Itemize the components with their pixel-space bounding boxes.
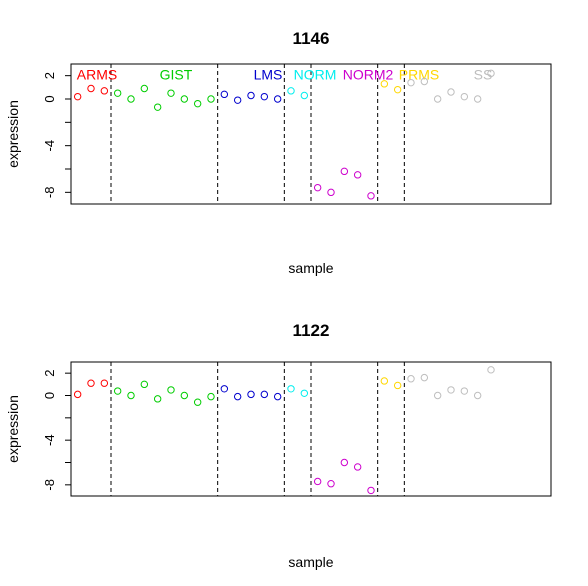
data-point <box>313 477 322 486</box>
data-point <box>407 375 415 383</box>
data-point <box>447 88 455 96</box>
data-point <box>260 92 269 101</box>
data-point <box>113 89 122 97</box>
data-point <box>100 379 109 387</box>
data-point <box>87 84 95 93</box>
y-tick-label: 0 <box>42 95 57 102</box>
y-tick-label: -8 <box>42 187 57 199</box>
data-point <box>420 373 429 382</box>
x-axis-label: sample <box>288 554 333 570</box>
data-point <box>300 91 309 100</box>
data-point <box>87 379 95 387</box>
data-point <box>353 171 362 179</box>
data-point <box>460 92 469 101</box>
group-label-norm2: NORM2 <box>343 67 394 83</box>
data-point <box>140 380 149 389</box>
data-point <box>193 398 202 406</box>
chart-1: 1146 2 0 -4 -8 sample expression ARMS GIST LMS NOR… <box>5 29 552 276</box>
data-point <box>353 463 362 471</box>
data-point <box>327 188 335 197</box>
data-point <box>180 95 189 103</box>
y-tick-label: -8 <box>42 479 57 491</box>
group-label-arms: ARMS <box>77 67 117 83</box>
chart-2: 1122 2 0 -4 -8 sample expression <box>5 321 552 570</box>
data-point <box>273 95 282 103</box>
data-point <box>167 386 175 394</box>
data-point <box>100 87 109 95</box>
data-point <box>233 392 242 401</box>
data-point <box>153 103 162 111</box>
data-point <box>287 87 295 95</box>
data-point <box>473 391 482 400</box>
data-point <box>340 167 349 176</box>
chart-title: 1122 <box>293 321 330 340</box>
y-tick-label: 2 <box>42 370 57 377</box>
data-point <box>247 390 255 399</box>
chart-title: 1146 <box>293 29 330 48</box>
data-point <box>313 183 322 192</box>
data-point <box>247 91 255 100</box>
group-label-prms: PRMS <box>399 67 439 83</box>
data-point <box>407 78 415 87</box>
data-point <box>73 92 82 101</box>
data-point <box>220 385 229 393</box>
data-point <box>287 385 295 393</box>
data-point <box>207 95 215 103</box>
group-label-ss: SS <box>474 67 493 83</box>
group-label-gist: GIST <box>160 67 193 83</box>
data-point <box>273 392 282 401</box>
data-point <box>233 96 242 104</box>
data-point <box>193 99 202 108</box>
group-label-norm: NORM <box>294 67 337 83</box>
data-point <box>167 89 175 97</box>
data-point <box>140 84 149 93</box>
data-point <box>487 69 495 78</box>
data-point <box>487 366 495 374</box>
data-point <box>113 387 122 395</box>
data-point <box>420 77 429 86</box>
y-axis-label: expression <box>5 100 21 168</box>
data-point <box>260 390 269 399</box>
data-point <box>460 387 469 395</box>
data-point <box>220 90 229 99</box>
y-tick-label: -4 <box>42 434 57 446</box>
data-point <box>447 386 455 394</box>
data-point <box>393 85 402 94</box>
group-label-lms: LMS <box>254 67 283 83</box>
data-point <box>73 390 82 399</box>
data-point <box>327 480 335 488</box>
data-point <box>153 395 162 403</box>
data-point <box>340 458 349 467</box>
data-point <box>367 192 375 200</box>
data-point <box>367 486 375 495</box>
y-axis-label: expression <box>5 395 21 463</box>
data-point <box>127 95 135 103</box>
data-point <box>127 391 135 400</box>
y-tick-label: -4 <box>42 140 57 152</box>
data-point <box>433 95 442 103</box>
y-tick-label: 0 <box>42 392 57 399</box>
data-point <box>300 389 309 397</box>
data-point <box>207 392 215 401</box>
data-point <box>393 381 402 390</box>
x-axis-label: sample <box>288 260 333 276</box>
data-point <box>180 391 189 400</box>
data-point <box>473 95 482 103</box>
data-point <box>433 391 442 400</box>
data-point <box>380 80 389 88</box>
data-point <box>380 377 389 385</box>
y-tick-label: 2 <box>42 72 57 79</box>
